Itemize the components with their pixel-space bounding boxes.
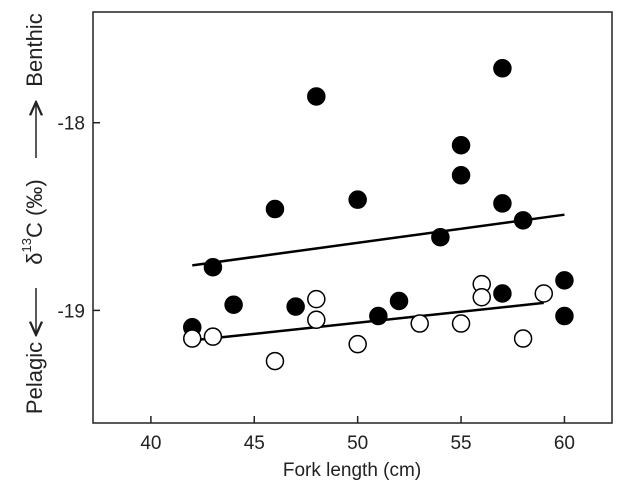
x-tick-label: 45	[244, 433, 265, 454]
y-label-symbol: δ	[22, 252, 47, 264]
data-point	[286, 297, 305, 316]
data-point	[183, 329, 202, 348]
y-label-main: δ13C (‰)	[19, 179, 46, 264]
data-point	[307, 289, 326, 309]
x-tick-label: 40	[140, 433, 161, 454]
x-tick-label: 50	[347, 433, 368, 454]
data-point	[410, 314, 429, 333]
y-label-left: Pelagic	[22, 342, 47, 414]
trend-line	[192, 213, 565, 267]
y-label-sup: 13	[19, 238, 34, 252]
x-tick-label: 60	[554, 433, 575, 454]
data-point	[431, 227, 450, 247]
y-tick-label: -19	[58, 301, 85, 322]
data-point	[451, 314, 471, 333]
data-point	[451, 166, 471, 185]
data-point	[307, 310, 326, 330]
plot-frame	[92, 11, 613, 424]
data-point	[513, 211, 533, 230]
data-point	[472, 288, 491, 307]
data-point	[493, 284, 512, 303]
y-axis-label: Pelagic δ13C (‰) Benthic	[19, 13, 46, 414]
y-tick-label: -18	[58, 114, 85, 135]
y-label-right: Benthic	[22, 13, 47, 86]
data-point	[203, 327, 223, 346]
data-point	[389, 291, 409, 311]
y-label-unit: C (‰)	[22, 179, 47, 238]
x-axis-label: Fork length (cm)	[283, 460, 421, 481]
data-point	[451, 135, 471, 155]
data-point	[224, 295, 243, 315]
data-point	[534, 284, 554, 303]
data-point	[493, 194, 512, 213]
data-point	[203, 257, 223, 277]
data-point	[555, 271, 574, 290]
data-point	[493, 59, 512, 78]
data-point	[265, 199, 285, 219]
data-point	[348, 334, 367, 354]
data-point	[307, 87, 326, 106]
trend-line	[192, 301, 544, 342]
data-point	[348, 190, 367, 209]
data-point	[555, 306, 574, 326]
data-point	[265, 351, 285, 371]
data-point	[513, 329, 533, 348]
x-tick-label: 55	[450, 433, 471, 454]
